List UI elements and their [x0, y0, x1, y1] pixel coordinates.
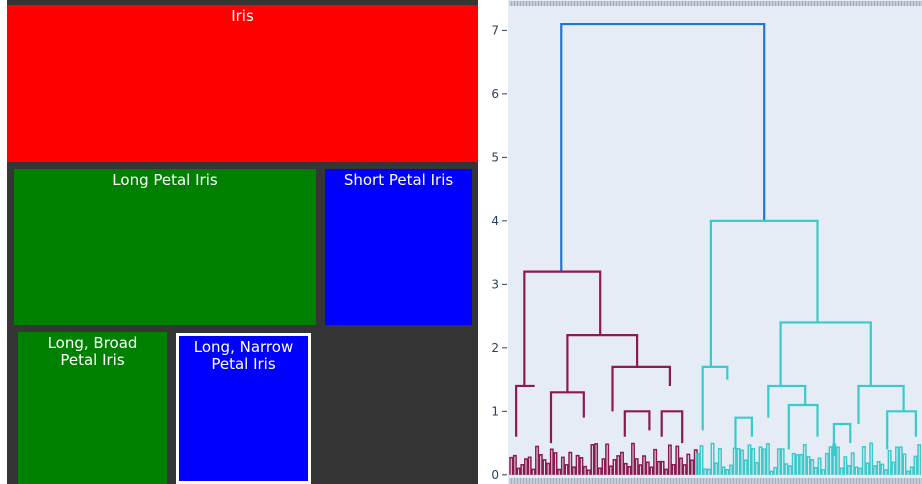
plot-background [508, 0, 922, 484]
dendrogram-link [787, 403, 819, 450]
y-tick-label: 7 [491, 23, 499, 37]
dendrogram-link [623, 410, 651, 437]
dendrogram-link [779, 321, 872, 386]
dendrogram-link [767, 384, 807, 418]
y-tick-label: 0 [491, 468, 499, 482]
y-tick-label: 5 [491, 150, 499, 164]
bottom-leaf-ticks [509, 478, 922, 484]
treemap-tile-long-narrow[interactable]: Long, Narrow Petal Iris [176, 333, 311, 484]
dendrogram-link [857, 384, 905, 425]
y-tick-label: 6 [491, 87, 499, 101]
dendrogram-link [549, 391, 585, 444]
dendrogram-link [734, 416, 753, 450]
treemap-tile-label: Short Petal Iris [343, 171, 454, 189]
iris-treemap: Iris Long Petal Iris Short Petal Iris Long,… [7, 0, 478, 484]
y-tick-label: 2 [491, 341, 499, 355]
treemap-tile-label: Iris [231, 7, 254, 25]
dendrogram-link [701, 365, 729, 431]
treemap-tile-long-petal[interactable]: Long Petal Iris [14, 169, 316, 325]
y-tick-label: 4 [491, 214, 499, 228]
top-leaf-ticks [509, 1, 922, 6]
dendrogram-link [515, 384, 535, 437]
dendrogram-link [611, 365, 671, 412]
dendrogram-link [560, 22, 766, 272]
treemap-tile-label: Long, Broad Petal Iris [47, 334, 138, 369]
dendrogram-chart: 0 1 2 3 4 5 6 7 [478, 0, 922, 484]
treemap-tile-label: Long, Narrow Petal Iris [193, 338, 294, 373]
dendrogram-link [886, 410, 917, 450]
dendrogram-link [566, 334, 639, 393]
dendrogram-link [523, 270, 602, 386]
dendrogram-svg: 0 1 2 3 4 5 6 7 [491, 0, 922, 484]
cluster-a-leaf-forest [509, 442, 698, 475]
treemap-tile-long-broad[interactable]: Long, Broad Petal Iris [18, 332, 167, 484]
dendrogram-link [660, 410, 684, 444]
y-tick-label: 3 [491, 277, 499, 291]
dendrogram-link [709, 219, 819, 367]
treemap-tile-short-petal[interactable]: Short Petal Iris [325, 169, 472, 325]
treemap-tile-iris[interactable]: Iris [7, 5, 478, 162]
cluster-b-leaf-forest [695, 442, 922, 475]
treemap-tile-label: Long Petal Iris [112, 171, 218, 189]
y-tick-label: 1 [491, 404, 499, 418]
dendrogram-link [832, 422, 852, 456]
